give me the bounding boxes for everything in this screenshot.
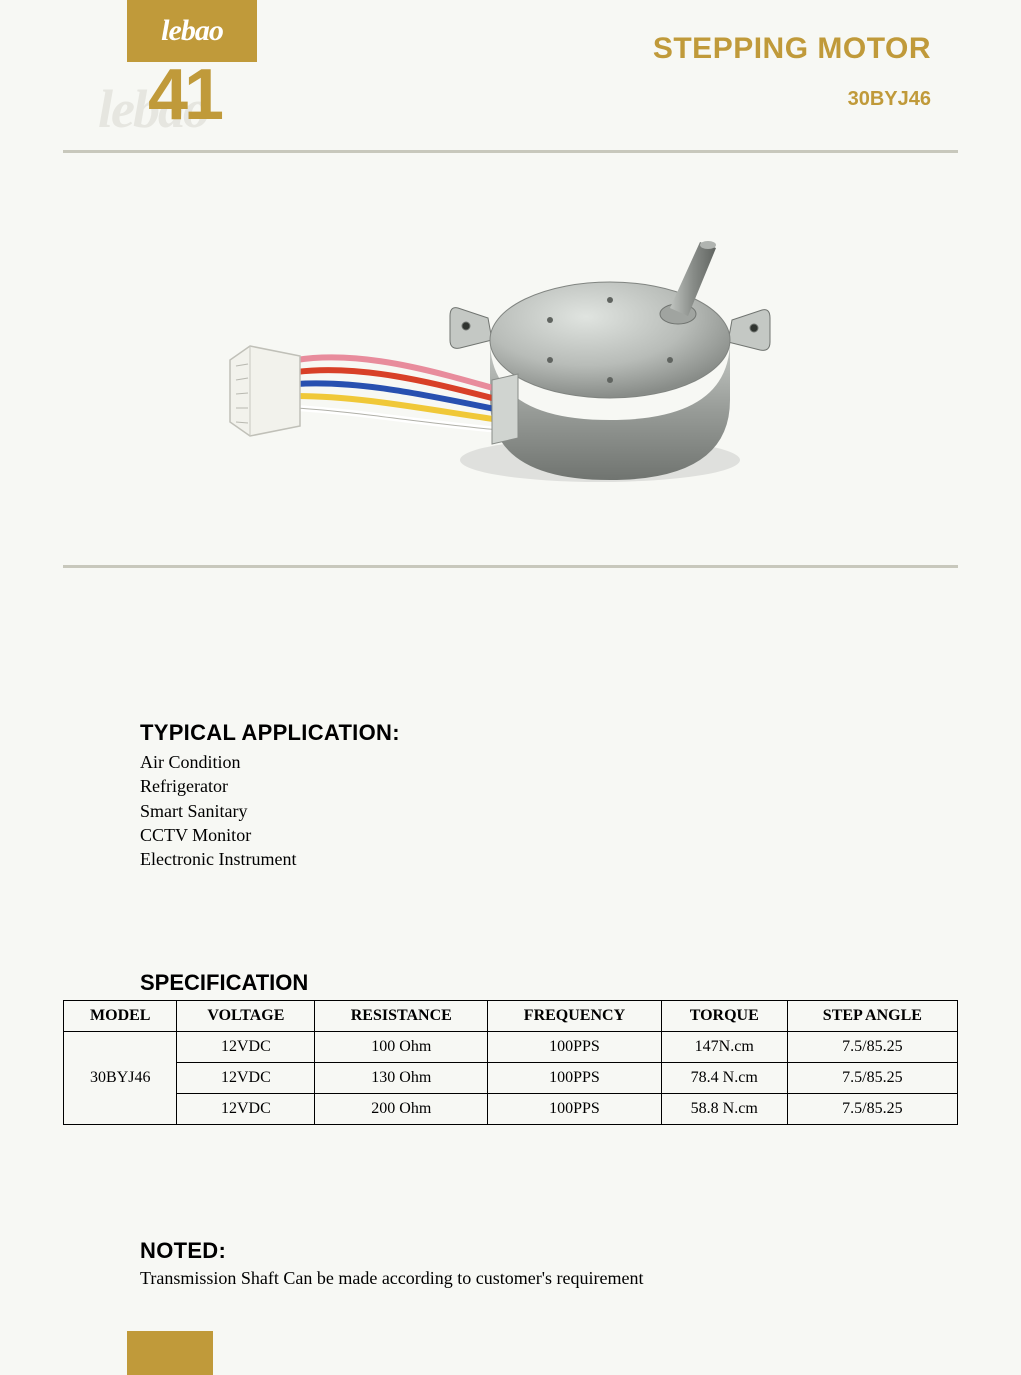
cell-voltage: 12VDC [177,1094,315,1125]
model-code: 30BYJ46 [848,88,931,111]
noted-text: Transmission Shaft Can be made according… [140,1268,643,1289]
table-row: 30BYJ46 12VDC 100 Ohm 100PPS 147N.cm 7.5… [64,1032,958,1063]
app-item: Air Condition [140,750,400,774]
cell-torque: 78.4 N.cm [661,1063,787,1094]
col-torque: TORQUE [661,1001,787,1032]
app-item: CCTV Monitor [140,823,400,847]
app-item: Refrigerator [140,774,400,798]
cell-voltage: 12VDC [177,1063,315,1094]
cell-voltage: 12VDC [177,1032,315,1063]
table-header-row: MODEL VOLTAGE RESISTANCE FREQUENCY TORQU… [64,1001,958,1032]
col-model: MODEL [64,1001,177,1032]
cell-resistance: 200 Ohm [315,1094,488,1125]
page-number: 41 [148,54,220,136]
cell-frequency: 100PPS [488,1063,661,1094]
table-row: 12VDC 130 Ohm 100PPS 78.4 N.cm 7.5/85.25 [64,1063,958,1094]
rule-mid [63,565,958,568]
specification-table: MODEL VOLTAGE RESISTANCE FREQUENCY TORQU… [63,1000,958,1125]
cell-frequency: 100PPS [488,1032,661,1063]
app-item: Electronic Instrument [140,847,400,871]
product-illustration [200,200,800,540]
brand-text: lebao [161,14,223,48]
typical-application-heading: TYPICAL APPLICATION: [140,720,400,746]
noted-heading: NOTED: [140,1238,643,1264]
col-stepangle: STEP ANGLE [787,1001,957,1032]
col-resistance: RESISTANCE [315,1001,488,1032]
cell-model: 30BYJ46 [64,1032,177,1125]
app-item: Smart Sanitary [140,799,400,823]
table-row: 12VDC 200 Ohm 100PPS 58.8 N.cm 7.5/85.25 [64,1094,958,1125]
typical-application-section: TYPICAL APPLICATION: Air Condition Refri… [140,720,400,871]
page-title: STEPPING MOTOR [653,32,931,66]
specification-heading: SPECIFICATION [140,970,950,996]
col-voltage: VOLTAGE [177,1001,315,1032]
cell-resistance: 130 Ohm [315,1063,488,1094]
cell-stepangle: 7.5/85.25 [787,1094,957,1125]
cell-resistance: 100 Ohm [315,1032,488,1063]
cell-frequency: 100PPS [488,1094,661,1125]
noted-section: NOTED: Transmission Shaft Can be made ac… [140,1238,643,1289]
specification-section: SPECIFICATION [140,970,950,1002]
cell-stepangle: 7.5/85.25 [787,1063,957,1094]
col-frequency: FREQUENCY [488,1001,661,1032]
cell-torque: 147N.cm [661,1032,787,1063]
typical-application-list: Air Condition Refrigerator Smart Sanitar… [140,750,400,871]
footer-accent [127,1331,213,1375]
cell-stepangle: 7.5/85.25 [787,1032,957,1063]
brand-badge: lebao [127,0,257,62]
rule-top [63,150,958,153]
cell-torque: 58.8 N.cm [661,1094,787,1125]
